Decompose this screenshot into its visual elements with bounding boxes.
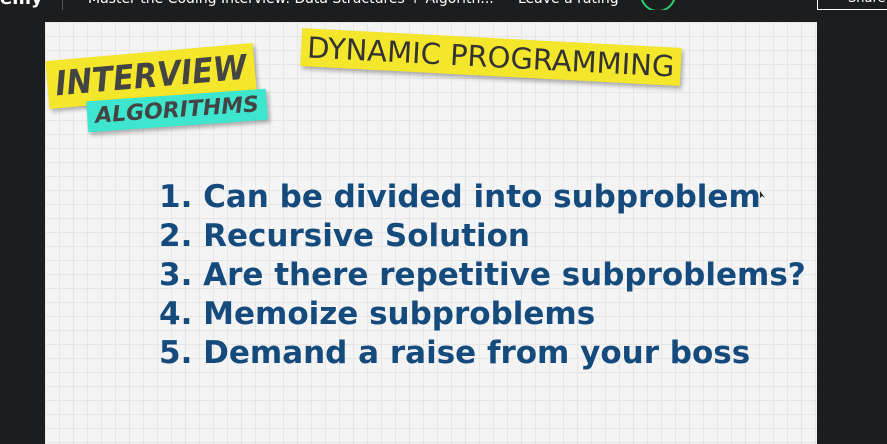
course-title[interactable]: Master the Coding Interview: Data Struct… xyxy=(88,0,494,7)
progress-icon[interactable] xyxy=(640,0,676,10)
list-item: 5. Demand a raise from your boss xyxy=(159,335,751,371)
top-bar: emy Master the Coding Interview: Data St… xyxy=(0,0,887,10)
slide-heading: DYNAMIC PROGRAMMING xyxy=(300,28,682,86)
list-item: 1. Can be divided into subproblem xyxy=(159,179,761,215)
cursor xyxy=(760,191,765,198)
brand[interactable]: emy xyxy=(0,0,43,9)
list-item: 3. Are there repetitive subproblems? xyxy=(159,257,806,293)
list-item: 4. Memoize subproblems xyxy=(159,296,596,332)
list-item: 2. Recursive Solution xyxy=(159,218,531,254)
divider xyxy=(62,0,63,10)
share-button[interactable]: Share xyxy=(817,0,887,10)
video-slide: INTERVIEW ALGORITHMS DYNAMIC PROGRAMMING… xyxy=(45,22,817,444)
rating-link[interactable]: Leave a rating xyxy=(518,0,619,7)
item-list: 1. Can be divided into subproblem 2. Recu… xyxy=(159,178,806,373)
